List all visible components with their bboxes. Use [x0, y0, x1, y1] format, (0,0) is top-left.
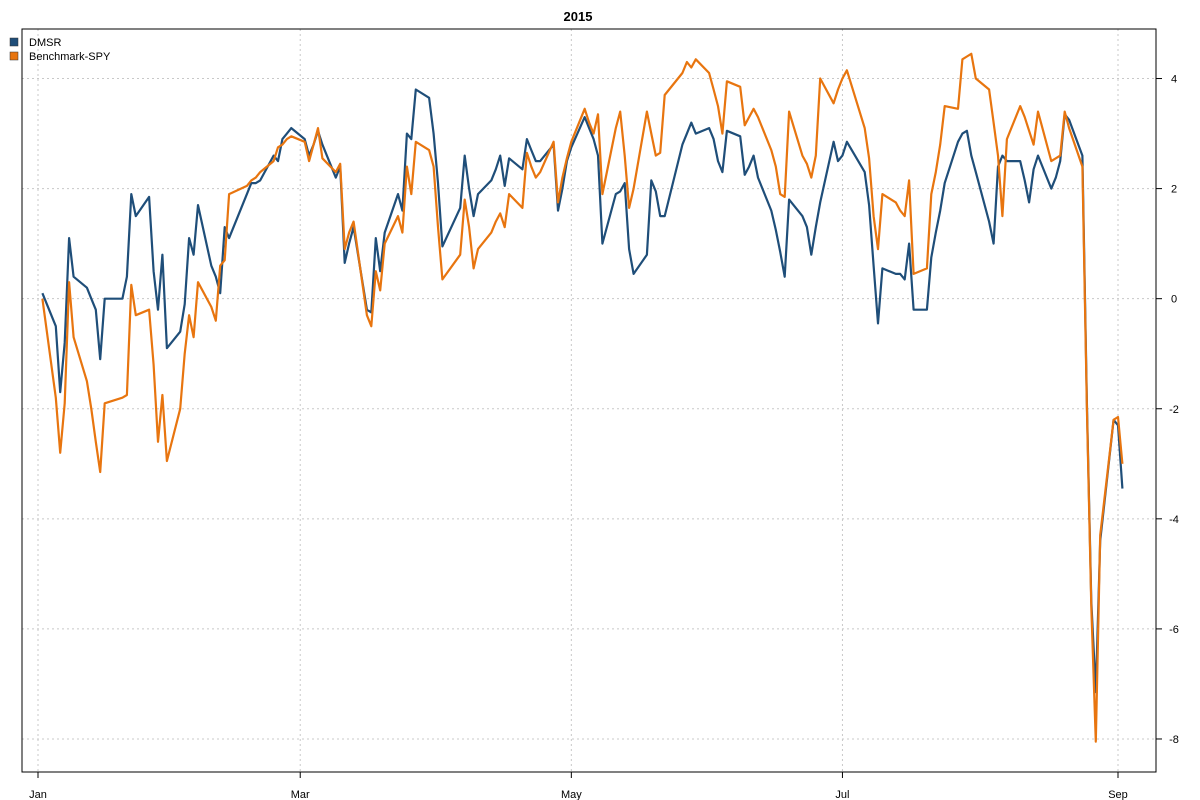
- y-tick-label: -8: [1169, 734, 1179, 746]
- y-tick-label: 4: [1171, 74, 1177, 86]
- series-lines: [41, 52, 1124, 743]
- y-axis: 4 2 0 -2 -4 -6 -8: [1156, 74, 1179, 746]
- y-tick-label: 2: [1171, 184, 1177, 196]
- x-tick-label: May: [561, 789, 582, 800]
- chart-title: 2015: [564, 9, 593, 24]
- legend-swatch: [9, 37, 19, 47]
- x-tick-label: Sep: [1108, 789, 1128, 800]
- legend: DMSR Benchmark-SPY: [9, 37, 111, 63]
- y-tick-label: 0: [1171, 294, 1177, 306]
- legend-label: Benchmark-SPY: [29, 51, 111, 63]
- series-line-benchmark-spy: [41, 52, 1124, 743]
- legend-label: DMSR: [29, 37, 61, 49]
- plot-frame: [21, 28, 1157, 773]
- x-tick-label: Jan: [29, 789, 47, 800]
- series-line-dmsr: [41, 88, 1124, 694]
- legend-swatch: [9, 51, 19, 61]
- y-tick-label: -6: [1169, 624, 1179, 636]
- x-tick-label: Jul: [835, 789, 849, 800]
- x-tick-label: Mar: [291, 789, 310, 800]
- grid: [22, 29, 1156, 772]
- y-tick-label: -4: [1169, 514, 1179, 526]
- y-tick-label: -2: [1169, 404, 1179, 416]
- x-axis: Jan Mar May Jul Sep: [29, 772, 1128, 800]
